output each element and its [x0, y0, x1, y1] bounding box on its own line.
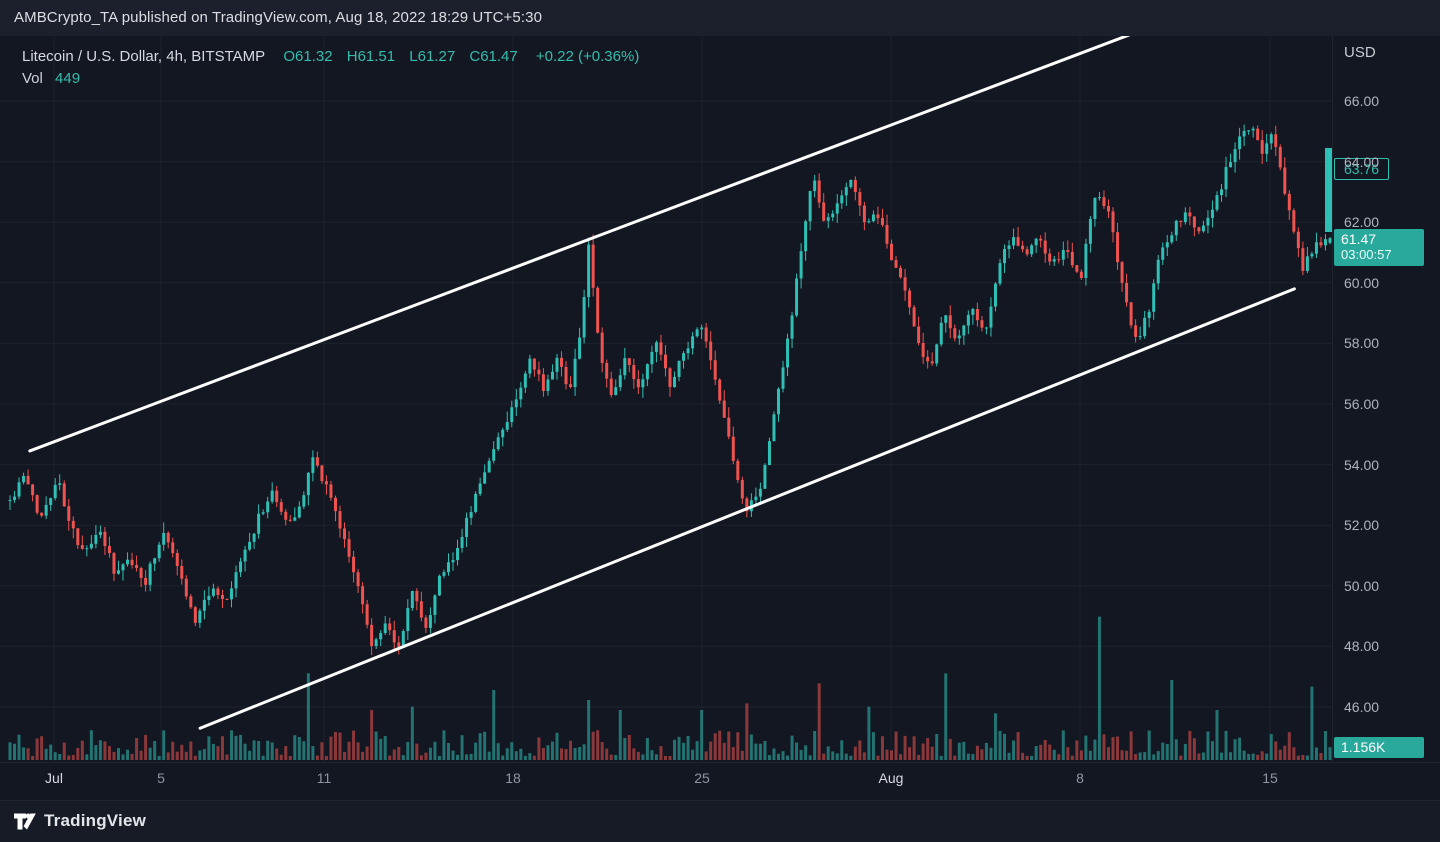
grid-lines: [0, 36, 1332, 762]
last-price-badge: 61.47 03:00:57: [1334, 229, 1424, 267]
time-axis-separator: [0, 762, 1440, 763]
price-tick-label: 66.00: [1344, 93, 1380, 109]
price-tick-label: 50.00: [1344, 577, 1380, 594]
volume-indicator-label: Vol: [22, 70, 43, 87]
ohlc-close: C61.47: [469, 48, 518, 65]
price-tick-label: 64.00: [1344, 153, 1380, 170]
price-change: +0.22 (+0.36%): [535, 48, 640, 65]
last-price-value: 61.47: [1341, 231, 1377, 248]
trendline-lower[interactable]: [198, 287, 1296, 730]
volume-indicator-value: 449: [55, 70, 81, 87]
time-tick-label: 18: [505, 770, 521, 786]
volume-axis-badge: 1.156K: [1334, 737, 1424, 758]
tradingview-logo-icon: [14, 813, 36, 829]
footer-bar: TradingView: [0, 800, 1440, 842]
ohlc-open: O61.32: [283, 48, 333, 65]
bar-countdown: 03:00:57: [1341, 247, 1392, 263]
trendline-upper[interactable]: [28, 36, 1131, 453]
time-tick-label: 5: [157, 770, 165, 786]
time-tick-label: 11: [316, 770, 332, 786]
price-tick-label: 60.00: [1344, 274, 1380, 291]
time-tick-label: 15: [1262, 770, 1278, 786]
chart-pane[interactable]: [0, 36, 1440, 800]
time-tick-label: 25: [694, 770, 710, 786]
time-tick-label: Jul: [45, 770, 63, 786]
price-chart-svg[interactable]: [0, 36, 1332, 762]
price-tick-label: 56.00: [1344, 396, 1380, 412]
price-tick-label: 48.00: [1344, 638, 1380, 655]
right-edge-marker: [1325, 148, 1332, 232]
ohlc-high: H61.51: [346, 48, 396, 65]
price-axis-separator: [1332, 36, 1333, 762]
time-axis[interactable]: Jul 5 11 18 25 Aug 8 15: [0, 762, 1440, 800]
price-tick-label: 62.00: [1344, 214, 1380, 231]
price-tick-label: 52.00: [1344, 517, 1380, 534]
chart-legend: Litecoin / U.S. Dollar, 4h, BITSTAMP O61…: [22, 46, 639, 90]
symbol-title: Litecoin / U.S. Dollar, 4h, BITSTAMP: [22, 48, 266, 65]
volume-bars-layer: [8, 616, 1332, 760]
ohlc-low: L61.27: [409, 48, 456, 65]
currency-label: USD: [1344, 44, 1376, 61]
attribution-bar: AMBCrypto_TA published on TradingView.co…: [0, 0, 1440, 36]
price-tick-label: 46.00: [1344, 699, 1380, 715]
tradingview-wordmark: TradingView: [44, 811, 147, 830]
alert-price-label[interactable]: 63.76: [1334, 157, 1390, 180]
price-tick-label: 58.00: [1344, 335, 1380, 352]
attribution-text: AMBCrypto_TA published on TradingView.co…: [14, 9, 543, 26]
time-tick-label: Aug: [878, 770, 904, 786]
candles-layer: [8, 124, 1332, 656]
time-tick-label: 8: [1076, 770, 1084, 786]
price-tick-label: 54.00: [1344, 456, 1380, 473]
price-axis[interactable]: USD 63.76 61.47 03:00:57 1.156K 66.00 64.…: [1332, 0, 1440, 800]
tradingview-link[interactable]: TradingView: [14, 811, 146, 831]
